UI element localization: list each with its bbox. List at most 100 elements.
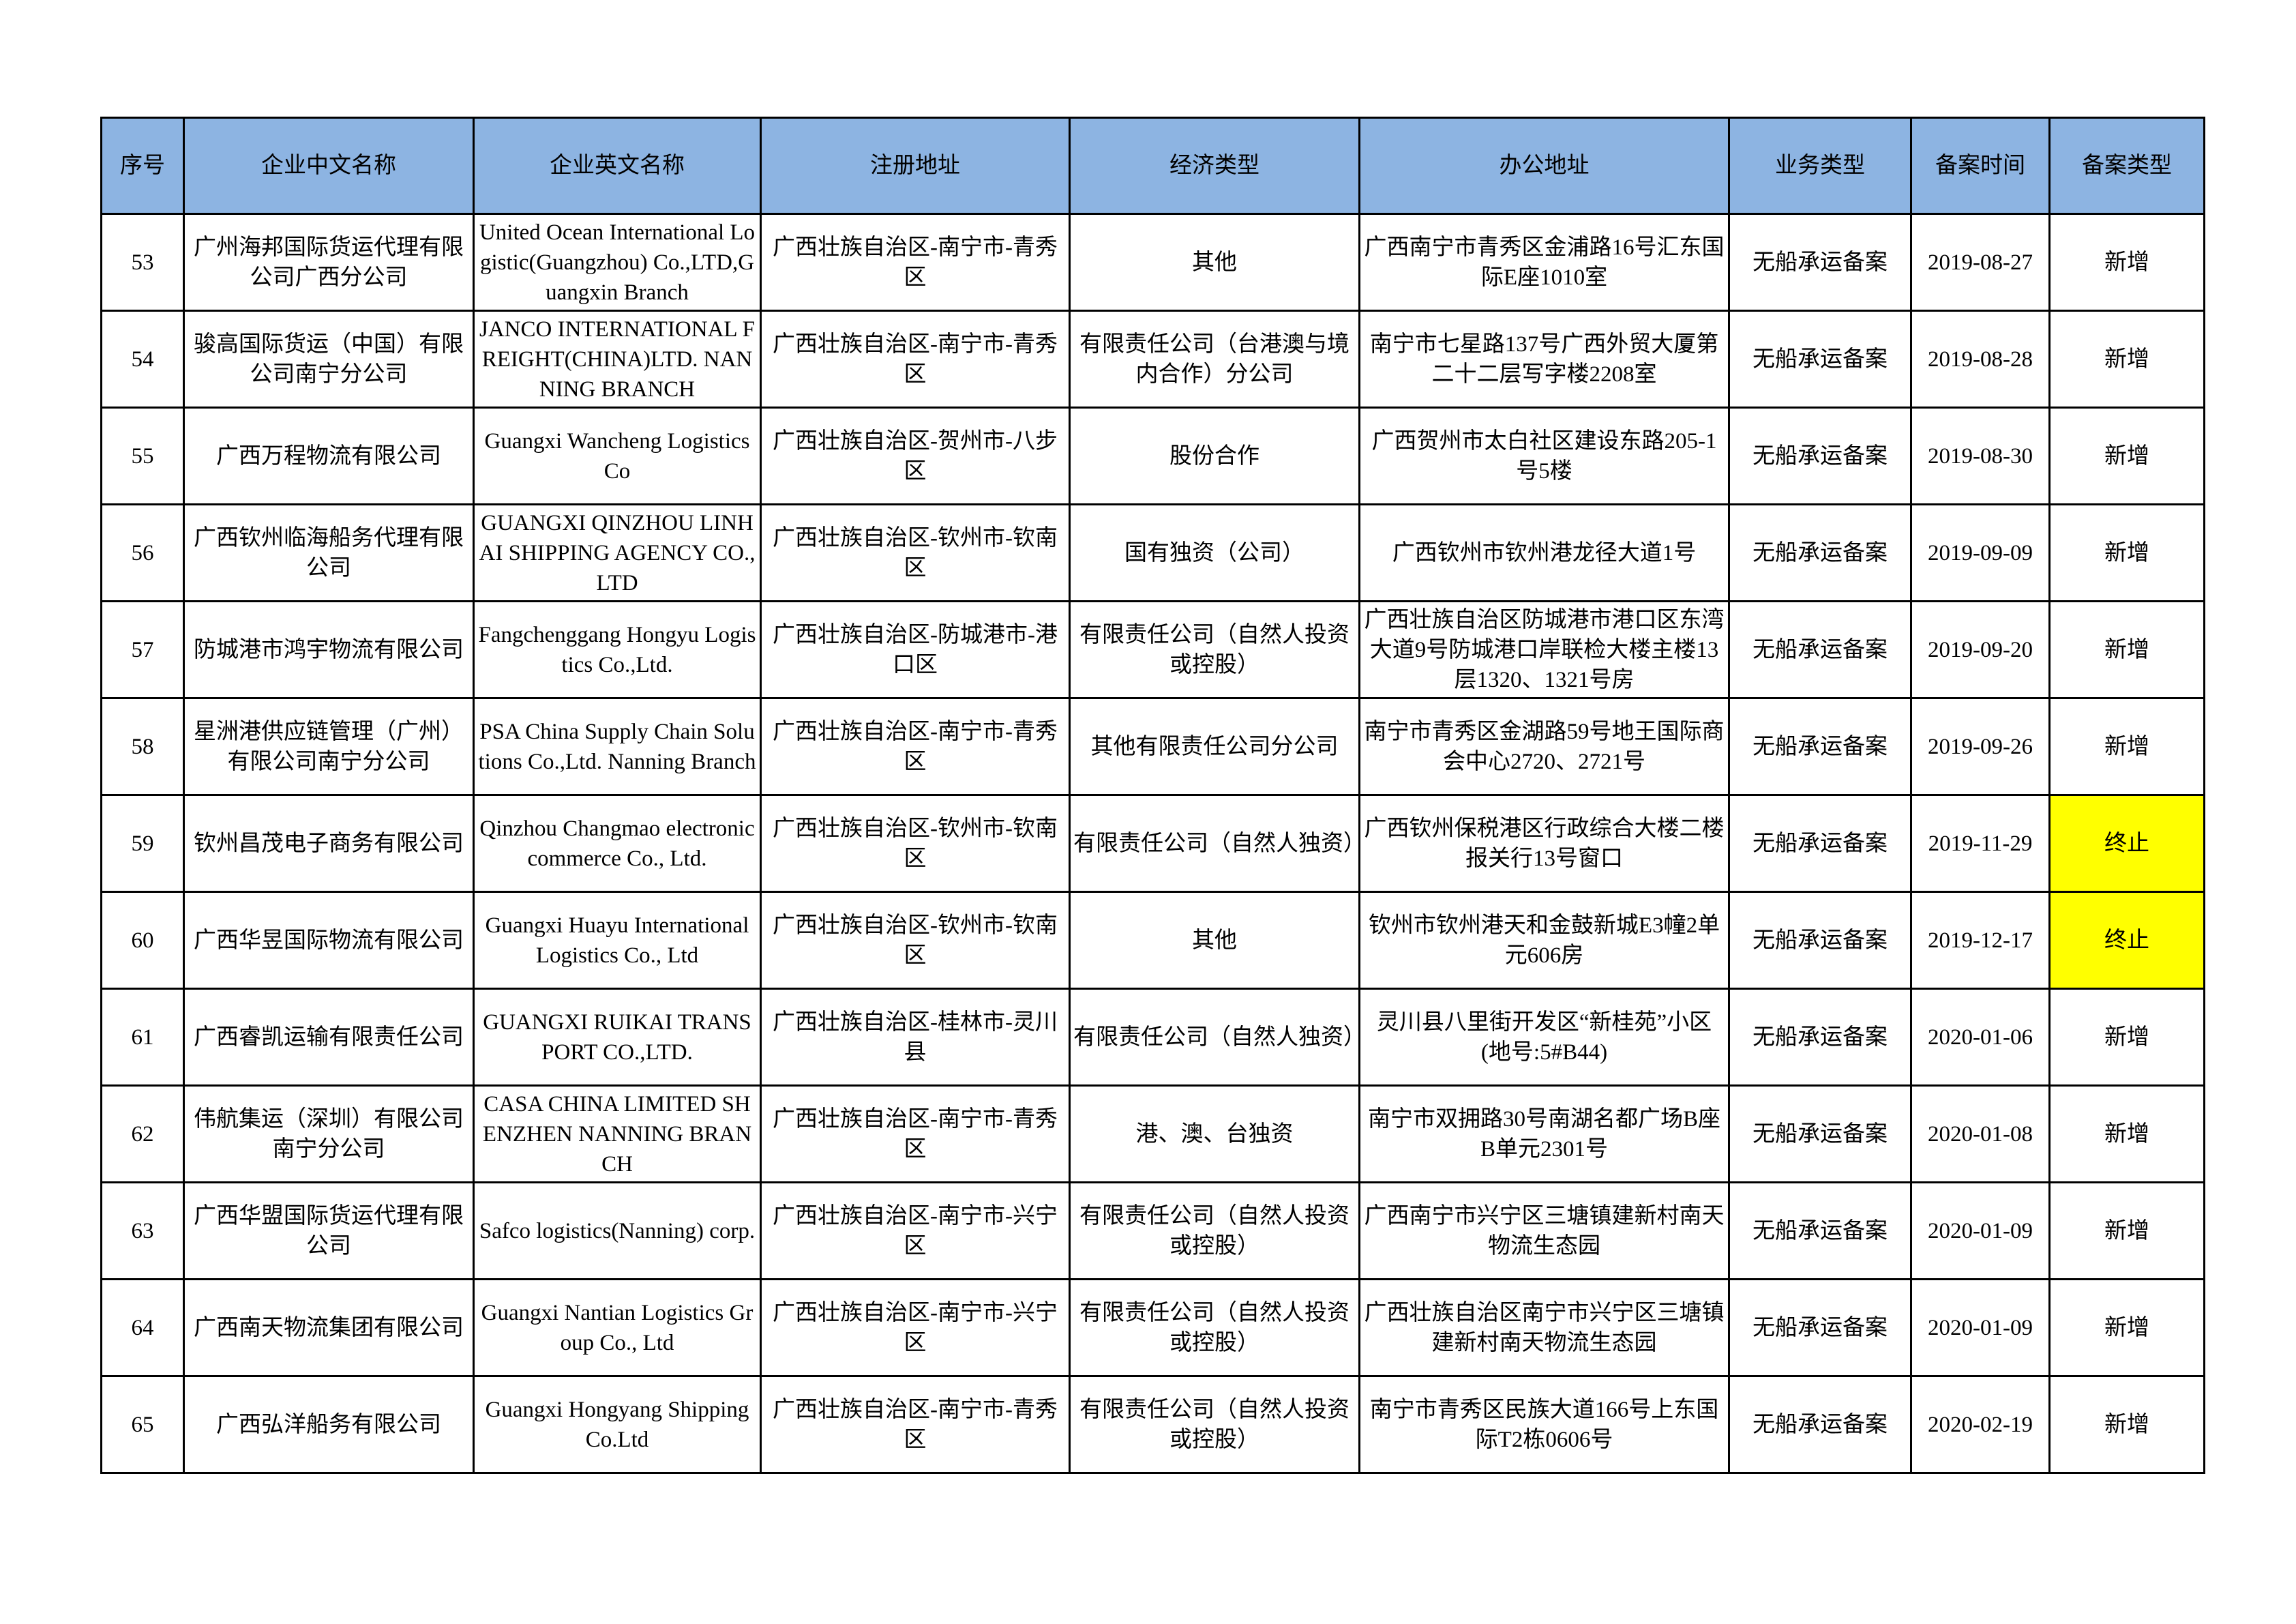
header-record-type: 备案类型	[2048, 117, 2205, 215]
table-row: 56 广西钦州临海船务代理有限公司 GUANGXI QINZHOU LINHAI S…	[100, 503, 2205, 602]
cell-econ-type: 港、澳、台独资	[1069, 1084, 1360, 1183]
header-reg-address: 注册地址	[760, 117, 1071, 215]
cell-record-type: 新增	[2048, 600, 2205, 699]
header-row: 序号 企业中文名称 企业英文名称 注册地址 经济类型 办公地址 业务类型 备案时间 备案类型	[100, 117, 2205, 215]
table-row: 58 星洲港供应链管理（广州）有限公司南宁分公司 PSA China Supply …	[100, 697, 2205, 796]
table-row: 60 广西华昱国际物流有限公司 Guangxi Huayu Internationa…	[100, 891, 2205, 990]
cell-seq: 56	[100, 503, 185, 602]
table-row: 57 防城港市鸿宇物流有限公司 Fangchenggang Hongyu Logis…	[100, 600, 2205, 699]
cell-cn-name: 广西南天物流集团有限公司	[183, 1278, 475, 1377]
cell-cn-name: 广西华盟国际货运代理有限公司	[183, 1181, 475, 1280]
cell-record-type: 新增	[2048, 213, 2205, 312]
registration-table: 序号 企业中文名称 企业英文名称 注册地址 经济类型 办公地址 业务类型 备案时间 备案类型 5…	[100, 117, 2205, 1474]
cell-reg-address: 广西壮族自治区-南宁市-青秀区	[760, 697, 1071, 796]
cell-biz-type: 无船承运备案	[1728, 213, 1912, 312]
cell-record-date: 2020-01-09	[1910, 1278, 2051, 1377]
cell-biz-type: 无船承运备案	[1728, 407, 1912, 505]
cell-record-type: 新增	[2048, 310, 2205, 409]
cell-record-date: 2020-02-19	[1910, 1375, 2051, 1474]
header-cn-name: 企业中文名称	[183, 117, 475, 215]
cell-record-date: 2020-01-08	[1910, 1084, 2051, 1183]
cell-econ-type: 有限责任公司（自然人独资）	[1069, 794, 1360, 893]
cell-en-name: GUANGXI RUIKAI TRANSPORT CO.,LTD.	[473, 988, 762, 1087]
table-row: 53 广州海邦国际货运代理有限公司广西分公司 United Ocean Intern…	[100, 213, 2205, 312]
cell-record-type: 新增	[2048, 1375, 2205, 1474]
cell-biz-type: 无船承运备案	[1728, 600, 1912, 699]
table-row: 55 广西万程物流有限公司 Guangxi Wancheng Logistics C…	[100, 407, 2205, 505]
cell-en-name: CASA CHINA LIMITED SHENZHEN NANNING BRAN…	[473, 1084, 762, 1183]
cell-en-name: Qinzhou Changmao electronic commerce Co.…	[473, 794, 762, 893]
cell-record-date: 2019-09-26	[1910, 697, 2051, 796]
cell-biz-type: 无船承运备案	[1728, 794, 1912, 893]
cell-reg-address: 广西壮族自治区-钦州市-钦南区	[760, 794, 1071, 893]
cell-seq: 60	[100, 891, 185, 990]
cell-econ-type: 其他有限责任公司分公司	[1069, 697, 1360, 796]
table-row: 61 广西睿凯运输有限责任公司 GUANGXI RUIKAI TRANSPORT C…	[100, 988, 2205, 1087]
cell-reg-address: 广西壮族自治区-南宁市-兴宁区	[760, 1181, 1071, 1280]
cell-office-address: 灵川县八里街开发区“新桂苑”小区(地号:5#B44)	[1358, 988, 1730, 1087]
cell-office-address: 广西贺州市太白社区建设东路205-1号5楼	[1358, 407, 1730, 505]
cell-record-date: 2020-01-06	[1910, 988, 2051, 1087]
cell-office-address: 广西钦州保税港区行政综合大楼二楼报关行13号窗口	[1358, 794, 1730, 893]
cell-econ-type: 有限责任公司（自然人独资）	[1069, 988, 1360, 1087]
cell-seq: 64	[100, 1278, 185, 1377]
cell-en-name: United Ocean International Logistic(Guan…	[473, 213, 762, 312]
cell-office-address: 广西壮族自治区防城港市港口区东湾大道9号防城港口岸联检大楼主楼13层1320、1…	[1358, 600, 1730, 699]
cell-seq: 63	[100, 1181, 185, 1280]
cell-en-name: Guangxi Hongyang Shipping Co.Ltd	[473, 1375, 762, 1474]
cell-office-address: 钦州市钦州港天和金鼓新城E3幢2单元606房	[1358, 891, 1730, 990]
cell-record-date: 2020-01-09	[1910, 1181, 2051, 1280]
cell-reg-address: 广西壮族自治区-南宁市-青秀区	[760, 1375, 1071, 1474]
cell-seq: 65	[100, 1375, 185, 1474]
cell-record-type: 终止	[2048, 891, 2205, 990]
cell-cn-name: 广西华昱国际物流有限公司	[183, 891, 475, 990]
cell-record-type: 新增	[2048, 503, 2205, 602]
cell-record-date: 2019-08-28	[1910, 310, 2051, 409]
cell-biz-type: 无船承运备案	[1728, 503, 1912, 602]
header-office-address: 办公地址	[1358, 117, 1730, 215]
cell-record-type: 新增	[2048, 1278, 2205, 1377]
cell-reg-address: 广西壮族自治区-贺州市-八步区	[760, 407, 1071, 505]
cell-record-date: 2019-08-27	[1910, 213, 2051, 312]
cell-biz-type: 无船承运备案	[1728, 1375, 1912, 1474]
cell-record-type: 新增	[2048, 988, 2205, 1087]
cell-cn-name: 防城港市鸿宇物流有限公司	[183, 600, 475, 699]
cell-cn-name: 广州海邦国际货运代理有限公司广西分公司	[183, 213, 475, 312]
header-en-name: 企业英文名称	[473, 117, 762, 215]
cell-biz-type: 无船承运备案	[1728, 1084, 1912, 1183]
header-seq: 序号	[100, 117, 185, 215]
cell-reg-address: 广西壮族自治区-南宁市-青秀区	[760, 310, 1071, 409]
cell-office-address: 广西钦州市钦州港龙径大道1号	[1358, 503, 1730, 602]
cell-cn-name: 广西弘洋船务有限公司	[183, 1375, 475, 1474]
cell-biz-type: 无船承运备案	[1728, 310, 1912, 409]
table-row: 63 广西华盟国际货运代理有限公司 Safco logistics(Nanning)…	[100, 1181, 2205, 1280]
cell-en-name: JANCO INTERNATIONAL FREIGHT(CHINA)LTD. N…	[473, 310, 762, 409]
cell-econ-type: 有限责任公司（自然人投资或控股）	[1069, 1375, 1360, 1474]
cell-reg-address: 广西壮族自治区-南宁市-青秀区	[760, 213, 1071, 312]
cell-en-name: Guangxi Huayu International Logistics Co…	[473, 891, 762, 990]
cell-reg-address: 广西壮族自治区-桂林市-灵川县	[760, 988, 1071, 1087]
cell-seq: 59	[100, 794, 185, 893]
cell-record-type: 新增	[2048, 1084, 2205, 1183]
cell-record-type: 新增	[2048, 1181, 2205, 1280]
cell-econ-type: 其他	[1069, 891, 1360, 990]
cell-record-type: 新增	[2048, 697, 2205, 796]
cell-record-date: 2019-09-20	[1910, 600, 2051, 699]
cell-record-date: 2019-12-17	[1910, 891, 2051, 990]
cell-cn-name: 骏高国际货运（中国）有限公司南宁分公司	[183, 310, 475, 409]
cell-office-address: 广西南宁市兴宁区三塘镇建新村南天物流生态园	[1358, 1181, 1730, 1280]
cell-seq: 54	[100, 310, 185, 409]
cell-reg-address: 广西壮族自治区-南宁市-青秀区	[760, 1084, 1071, 1183]
table-row: 62 伟航集运（深圳）有限公司南宁分公司 CASA CHINA LIMITED SH…	[100, 1084, 2205, 1183]
cell-cn-name: 钦州昌茂电子商务有限公司	[183, 794, 475, 893]
cell-biz-type: 无船承运备案	[1728, 697, 1912, 796]
cell-en-name: PSA China Supply Chain Solutions Co.,Ltd…	[473, 697, 762, 796]
cell-en-name: GUANGXI QINZHOU LINHAI SHIPPING AGENCY C…	[473, 503, 762, 602]
cell-seq: 58	[100, 697, 185, 796]
header-econ-type: 经济类型	[1069, 117, 1360, 215]
cell-biz-type: 无船承运备案	[1728, 1181, 1912, 1280]
cell-seq: 55	[100, 407, 185, 505]
cell-seq: 62	[100, 1084, 185, 1183]
header-record-date: 备案时间	[1910, 117, 2051, 215]
cell-econ-type: 有限责任公司（自然人投资或控股）	[1069, 600, 1360, 699]
